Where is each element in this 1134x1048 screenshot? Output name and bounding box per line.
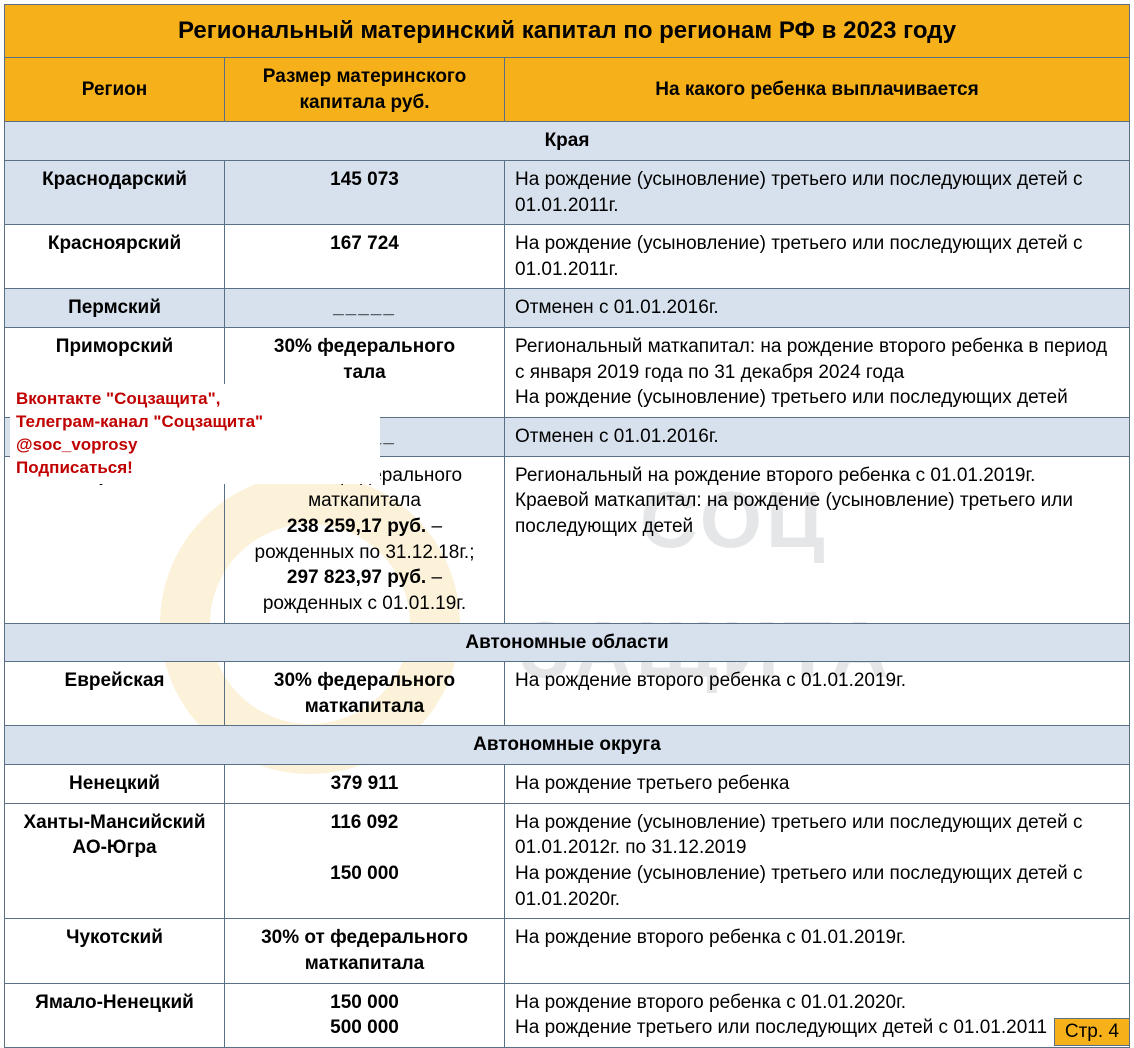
cell-region: Ненецкий	[5, 765, 225, 804]
cell-region: Ямало-Ненецкий	[5, 983, 225, 1047]
cell-desc: На рождение третьего ребенка	[505, 765, 1130, 804]
maternity-capital-table: Регион Размер материнского капитала руб.…	[4, 57, 1130, 1048]
cell-desc: На рождение (усыновление) третьего или п…	[505, 160, 1130, 224]
cell-size: _____	[225, 289, 505, 328]
cell-desc: На рождение второго ребенка с 01.01.2019…	[505, 662, 1130, 726]
col-region: Регион	[5, 58, 225, 122]
cell-desc: Региональный на рождение второго ребенка…	[505, 456, 1130, 623]
cell-size: 30% федерального маткапитала	[225, 662, 505, 726]
table-row: Чукотский30% от федерального маткапитала…	[5, 919, 1130, 983]
cell-region: Красноярский	[5, 225, 225, 289]
cell-region: Пермский	[5, 289, 225, 328]
table-row: Еврейская30% федерального маткапиталаНа …	[5, 662, 1130, 726]
page-title: Региональный материнский капитал по реги…	[4, 4, 1130, 57]
table-row: Краснодарский145 073На рождение (усыновл…	[5, 160, 1130, 224]
table-row: Ямало-Ненецкий150 000500 000На рождение …	[5, 983, 1130, 1047]
section-header: Автономные округа	[5, 726, 1130, 765]
cell-desc: Отменен с 01.01.2016г.	[505, 289, 1130, 328]
cell-desc: На рождение (усыновление) третьего или п…	[505, 803, 1130, 919]
table-row: Ханты-Мансийский АО-Югра116 092 150 000Н…	[5, 803, 1130, 919]
cell-size: 379 911	[225, 765, 505, 804]
promo-overlay: Вконтакте "Соцзащита",Телеграм-канал "Со…	[10, 384, 380, 484]
cell-region: Еврейская	[5, 662, 225, 726]
table-row: Пермский_____Отменен с 01.01.2016г.	[5, 289, 1130, 328]
section-header: Края	[5, 122, 1130, 161]
cell-desc: Региональный маткапитал: на рождение вто…	[505, 328, 1130, 418]
cell-size: 30% от федерального маткапитала	[225, 919, 505, 983]
cell-desc: На рождение второго ребенка с 01.01.2019…	[505, 919, 1130, 983]
cell-desc: На рождение (усыновление) третьего или п…	[505, 225, 1130, 289]
section-header: Автономные области	[5, 623, 1130, 662]
cell-region: Ханты-Мансийский АО-Югра	[5, 803, 225, 919]
col-desc: На какого ребенка выплачивается	[505, 58, 1130, 122]
cell-size: 167 724	[225, 225, 505, 289]
cell-size: 116 092 150 000	[225, 803, 505, 919]
page: СОЦ ЗАЩИТА Региональный материнский капи…	[0, 4, 1134, 1048]
table-row: Ненецкий379 911На рождение третьего ребе…	[5, 765, 1130, 804]
table-row: Красноярский167 724На рождение (усыновле…	[5, 225, 1130, 289]
cell-desc: Отменен с 01.01.2016г.	[505, 418, 1130, 457]
cell-desc: На рождение второго ребенка с 01.01.2020…	[505, 983, 1130, 1047]
cell-region: Краснодарский	[5, 160, 225, 224]
col-size: Размер материнского капитала руб.	[225, 58, 505, 122]
cell-size: 150 000500 000	[225, 983, 505, 1047]
cell-region: Чукотский	[5, 919, 225, 983]
cell-size: 145 073	[225, 160, 505, 224]
